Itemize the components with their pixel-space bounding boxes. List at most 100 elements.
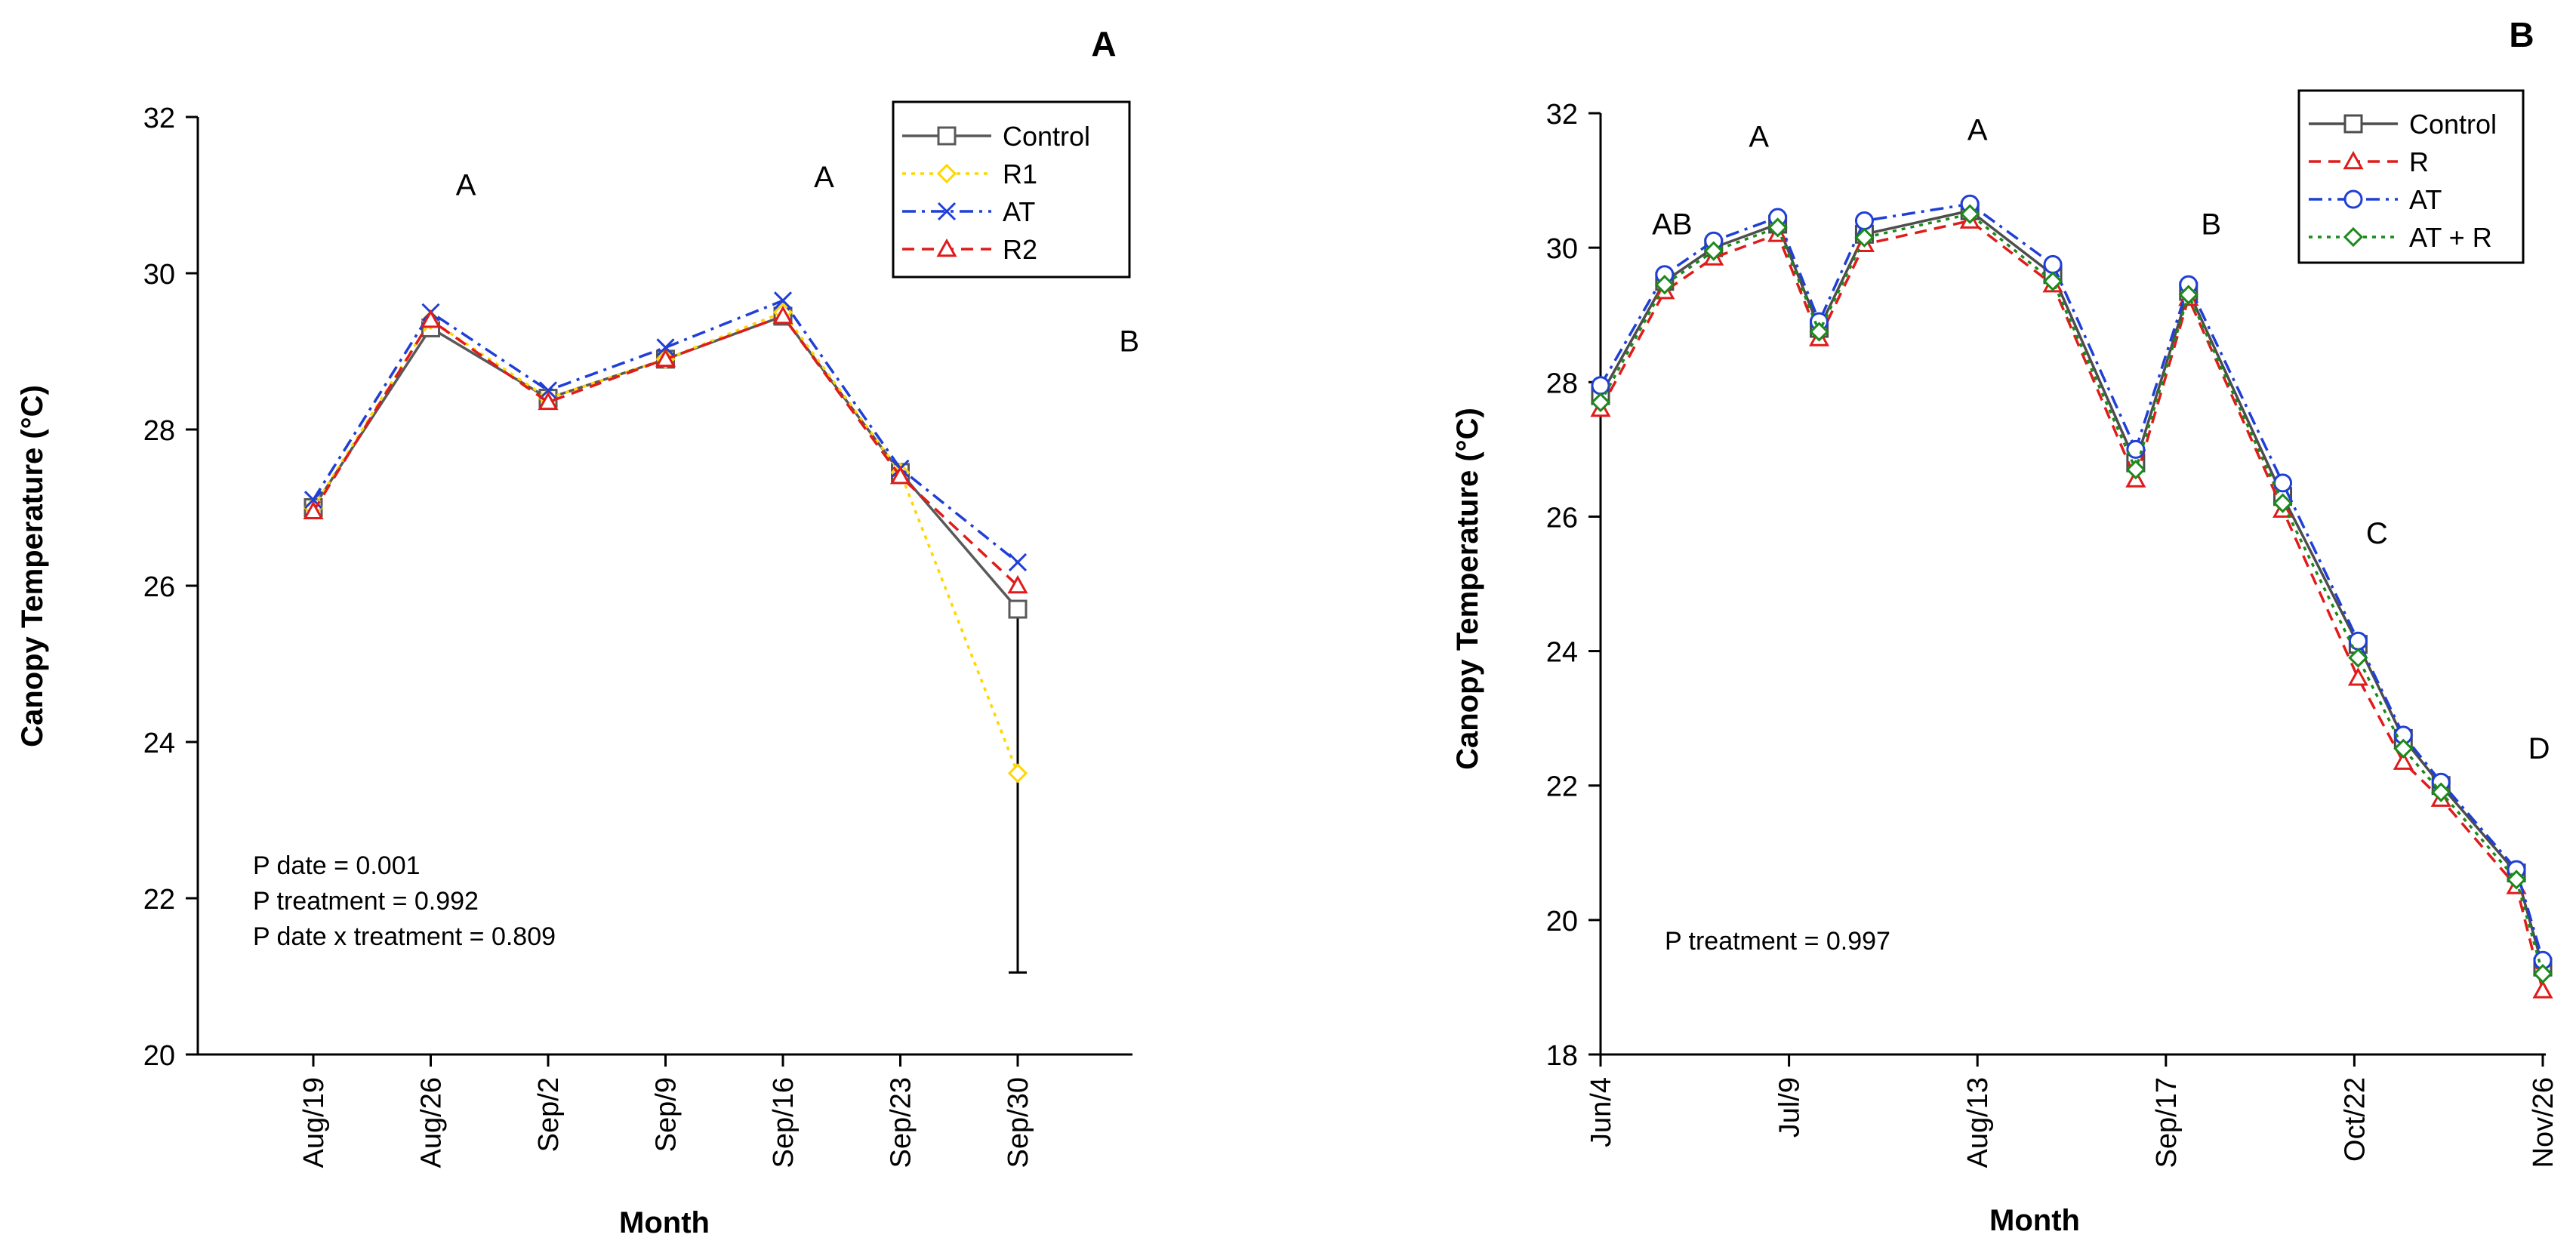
data-point xyxy=(1854,211,1874,231)
group-letter: A xyxy=(1967,114,1988,147)
panel-b-legend-box xyxy=(2297,89,2525,264)
x-tick-label: Sep/23 xyxy=(886,1077,917,1168)
legend-label: AT xyxy=(2409,184,2442,215)
annotation-p-date-x-treatment: P date x treatment = 0.809 xyxy=(253,922,556,951)
x-tick-label: Nov/26 xyxy=(2528,1077,2559,1168)
legend-label: R2 xyxy=(1003,234,1037,265)
group-letter: A xyxy=(456,169,476,202)
legend-marker xyxy=(2343,226,2364,248)
legend-label: R xyxy=(2409,146,2429,177)
legend-label: Control xyxy=(1003,121,1090,152)
x-tick-label: Aug/13 xyxy=(1962,1077,1994,1168)
panel-a-y-ticks: 20 22 24 26 28 30 32 xyxy=(143,103,198,1072)
data-point xyxy=(303,500,324,519)
panel-b-series xyxy=(1590,194,2553,999)
data-point xyxy=(2348,648,2368,668)
x-tick-label: Jun/4 xyxy=(1585,1077,1617,1147)
panel-b-label: B xyxy=(2509,15,2534,54)
data-point xyxy=(655,348,676,368)
data-point xyxy=(304,491,323,510)
data-point xyxy=(2042,271,2063,291)
legend-marker xyxy=(937,126,957,146)
data-point xyxy=(538,391,559,411)
group-letter: B xyxy=(1119,325,1139,359)
x-tick-label: Sep/30 xyxy=(1003,1077,1034,1168)
series-line-r1 xyxy=(312,310,1019,774)
y-tick-label: 28 xyxy=(143,415,175,447)
data-point xyxy=(1007,574,1028,594)
series-line-at-r xyxy=(1599,212,2544,974)
x-tick-label: Sep/2 xyxy=(533,1077,565,1152)
y-tick-label: 32 xyxy=(143,103,175,134)
data-point xyxy=(773,291,793,310)
x-tick-label: Jul/9 xyxy=(1774,1077,1806,1138)
data-point xyxy=(889,466,911,485)
panel-a-annotations: P date = 0.001 P treatment = 0.992 P dat… xyxy=(253,851,556,951)
legend-marker xyxy=(936,163,957,184)
panel-b-y-ticks: 18 20 22 24 26 28 30 32 xyxy=(1546,99,1601,1072)
data-point xyxy=(2506,870,2527,890)
group-letter: A xyxy=(814,161,834,194)
data-point xyxy=(1854,227,1875,248)
legend-label: AT xyxy=(1003,196,1035,227)
panel-a-x-ticks: Aug/19 Aug/26 Sep/2 Sep/9 Sep/16 Sep/23 Sep/30 xyxy=(298,1054,1034,1168)
data-point xyxy=(2125,459,2146,480)
annotation-p-treatment-b: P treatment = 0.997 xyxy=(1665,927,1890,956)
data-point xyxy=(1703,241,1724,261)
legend-marker xyxy=(2343,114,2363,134)
annotation-p-date: P date = 0.001 xyxy=(253,851,421,880)
data-point xyxy=(1008,553,1028,572)
data-point xyxy=(2273,473,2293,493)
x-tick-label: Aug/26 xyxy=(416,1077,448,1168)
panel-b-legend: Control R AT AT + R xyxy=(2297,89,2525,264)
y-tick-label: 20 xyxy=(143,1040,175,1072)
data-point xyxy=(2043,254,2063,274)
data-point xyxy=(2532,980,2553,999)
y-tick-label: 24 xyxy=(1546,637,1578,669)
legend-marker xyxy=(936,238,957,257)
panel-b-x-axis-title: Month xyxy=(1989,1204,2080,1237)
series-line-r xyxy=(1599,219,2544,991)
data-point xyxy=(1654,275,1675,295)
legend-marker xyxy=(2343,189,2363,209)
panel-a-x-axis-title: Month xyxy=(619,1206,710,1239)
data-point xyxy=(1590,392,1611,413)
panel-a-y-axis-title: Canopy Temperature (°C) xyxy=(16,385,49,747)
data-point xyxy=(656,338,675,357)
data-point xyxy=(420,309,442,328)
data-point xyxy=(2393,738,2414,759)
data-point xyxy=(1007,763,1028,784)
legend-label: R1 xyxy=(1003,159,1037,189)
group-letter: C xyxy=(2366,517,2388,550)
x-tick-label: Sep/17 xyxy=(2151,1077,2183,1168)
panel-a-legend: Control R1 AT R2 xyxy=(892,100,1131,279)
panel-b-x-ticks: Jun/4 Jul/9 Aug/13 Sep/17 Oct/22 Nov/26 xyxy=(1585,1054,2559,1168)
y-tick-label: 24 xyxy=(143,728,175,759)
data-point xyxy=(2178,285,2199,305)
panel-a-group-letters: A A B xyxy=(456,161,1139,358)
y-tick-label: 22 xyxy=(143,884,175,916)
group-letter: AB xyxy=(1652,208,1692,241)
y-tick-label: 18 xyxy=(1546,1040,1578,1072)
panel-b: B Canopy Temperature (°C) Month 18 20 22 24… xyxy=(1451,15,2559,1237)
y-tick-label: 26 xyxy=(1546,502,1578,534)
x-tick-label: Aug/19 xyxy=(298,1077,330,1168)
panel-a-label: A xyxy=(1091,24,1116,63)
group-letter: A xyxy=(1749,121,1769,154)
data-point xyxy=(538,381,558,400)
legend-label: AT + R xyxy=(2409,222,2492,253)
y-tick-label: 28 xyxy=(1546,368,1578,399)
y-tick-label: 32 xyxy=(1546,99,1578,131)
legend-marker xyxy=(937,202,957,221)
data-point xyxy=(2272,493,2293,513)
x-tick-label: Oct/22 xyxy=(2339,1077,2371,1162)
data-point xyxy=(2347,667,2368,686)
panel-a-series xyxy=(303,291,1028,974)
x-tick-label: Sep/9 xyxy=(651,1077,683,1152)
data-point xyxy=(2532,963,2553,984)
panel-a: A Canopy Temperature (°C) Month 20 22 24 26… xyxy=(16,24,1139,1239)
data-point xyxy=(1008,599,1028,619)
data-point xyxy=(1809,322,1829,342)
